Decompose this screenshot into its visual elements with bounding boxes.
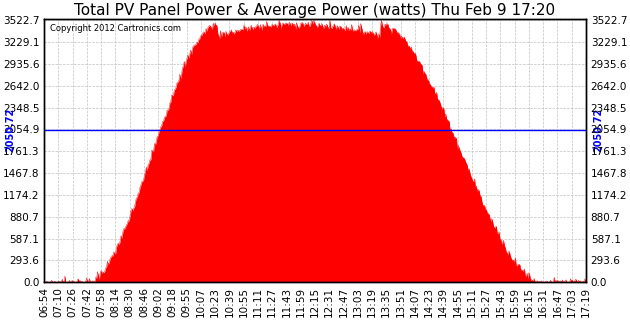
Title: Total PV Panel Power & Average Power (watts) Thu Feb 9 17:20: Total PV Panel Power & Average Power (wa… [74,3,556,18]
Text: 2050.72: 2050.72 [593,108,603,152]
Text: 2050.72: 2050.72 [5,108,15,152]
Text: Copyright 2012 Cartronics.com: Copyright 2012 Cartronics.com [50,24,181,33]
